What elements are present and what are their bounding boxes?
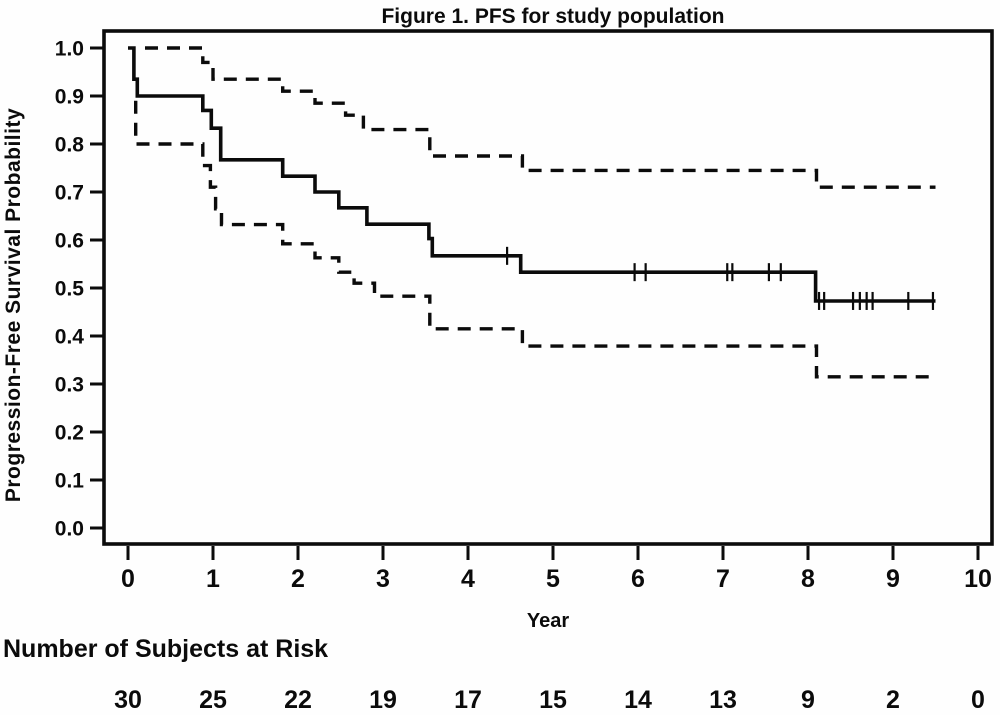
- y-axis-label: Progression-Free Survival Probability: [2, 108, 25, 502]
- y-tick-label: 0.2: [55, 422, 84, 445]
- x-tick-label: 4: [461, 565, 475, 593]
- risk-count: 0: [971, 686, 985, 714]
- y-tick-label: 0.8: [55, 134, 85, 157]
- risk-count: 2: [886, 686, 900, 714]
- x-tick-label: 2: [291, 565, 305, 593]
- risk-count: 14: [624, 686, 652, 714]
- pfs-estimate-curve: [128, 46, 936, 303]
- risk-count: 17: [454, 686, 482, 714]
- risk-count: 25: [199, 686, 227, 714]
- x-tick-label: 9: [886, 565, 900, 593]
- upper-95-ci-curve: [145, 46, 936, 189]
- y-tick-label: 0.9: [55, 86, 84, 109]
- risk-table-row: 30 25 22 19 17 15 14 13 9 2 0: [114, 686, 985, 714]
- x-axis-label: Year: [527, 610, 569, 632]
- chart-title: Figure 1. PFS for study population: [381, 5, 724, 28]
- y-tick-label: 0.7: [55, 182, 84, 205]
- risk-count: 9: [801, 686, 815, 714]
- x-tick-label: 10: [964, 565, 992, 593]
- plot-frame: [102, 29, 994, 546]
- axis-ticks: 0.0 0.1 0.2 0.3 0.4 0.5 0.6 0.7 0.8 0.9 1.0 0 1 2 3 4 5 6…: [55, 38, 992, 594]
- y-tick-label: 0.3: [55, 374, 84, 397]
- x-tick-label: 8: [801, 565, 815, 593]
- risk-table-header: Number of Subjects at Risk: [3, 635, 328, 663]
- censor-marks: [506, 246, 935, 310]
- risk-count: 19: [369, 686, 397, 714]
- x-tick-label: 7: [716, 565, 730, 593]
- y-tick-label: 1.0: [55, 38, 84, 61]
- risk-count: 15: [539, 686, 567, 714]
- risk-count: 13: [709, 686, 737, 714]
- x-tick-label: 6: [631, 565, 645, 593]
- lower-95-ci-curve: [133, 100, 936, 379]
- plot-frame-border: [102, 29, 994, 546]
- x-tick-label: 0: [121, 565, 135, 593]
- y-tick-label: 0.0: [55, 518, 84, 541]
- y-tick-label: 0.6: [55, 230, 84, 253]
- y-tick-label: 0.1: [55, 470, 85, 493]
- survival-curves: [128, 46, 936, 379]
- risk-count: 30: [114, 686, 142, 714]
- risk-count: 22: [284, 686, 312, 714]
- x-tick-label: 5: [546, 565, 560, 593]
- y-tick-label: 0.5: [55, 278, 85, 301]
- x-tick-label: 3: [376, 565, 390, 593]
- x-tick-label: 1: [206, 565, 220, 593]
- y-tick-label: 0.4: [55, 326, 85, 349]
